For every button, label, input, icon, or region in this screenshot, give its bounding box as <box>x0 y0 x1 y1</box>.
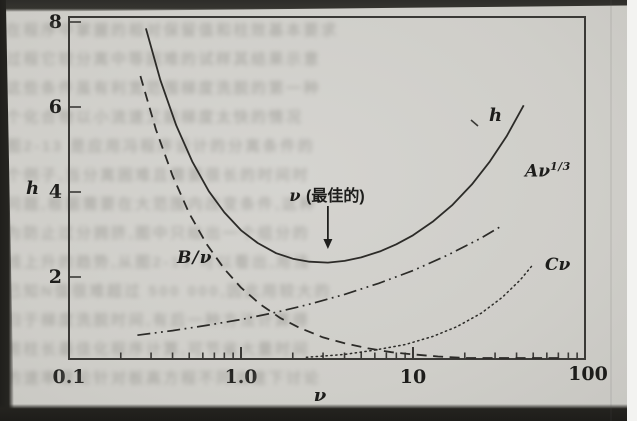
bleedthrough-line: 归于梯度洗脱时间,有后一种方法计算得 <box>6 312 311 329</box>
bleedthrough-line: 过程它较分离中等困难的试样其结果示意 <box>6 51 322 68</box>
x-tick-label: 10 <box>399 366 427 388</box>
bleedthrough-line: 个例子,当分离困难且需要很长的时间时 <box>6 167 311 184</box>
curve-h <box>145 28 525 264</box>
y-tick-label: 8 <box>48 11 62 33</box>
curve-c-nu <box>305 263 534 359</box>
bleedthrough-line: 个化合物以小流速又能梯度太快的情况 <box>6 109 304 126</box>
bleedthrough-line: 这些条件虽有利宽范围梯度洗脱的第一种 <box>6 80 322 97</box>
page-bleedthrough-text: 在程序中掌握的相对保留值和柱效基本要求 过程它较分离中等困难的试样其结果示意 这些条… <box>6 16 611 411</box>
curve-b-over-nu <box>139 75 561 359</box>
x-tick-label: 0.1 <box>52 366 86 388</box>
x-axis-title: ν <box>313 385 327 406</box>
x-tick-label: 100 <box>568 363 608 385</box>
h-label-leader-dash <box>470 119 479 127</box>
annotation-arrowhead <box>323 239 333 249</box>
bleedthrough-line: 图2-13 是应用冯程序设计的分离条件的 <box>6 138 316 155</box>
curve-label-a-base: Aν <box>525 161 550 182</box>
curve-label-a-nu-1-3: Aν1/3 <box>525 160 571 182</box>
x-tick-label: 1.0 <box>224 366 258 388</box>
y-tick-label: 2 <box>48 266 62 288</box>
y-axis-title: h <box>26 178 40 199</box>
bleedthrough-line: 的速率理论针对板高方程不同流速下讨论 <box>6 370 322 387</box>
optimum-annotation-symbol: ν <box>289 186 301 205</box>
bleedthrough-line: 已知N值很难超过 500 000,因此用较大的 <box>6 283 332 300</box>
page-edge-shadow <box>610 0 612 421</box>
curve-label-c-nu: Cν <box>545 255 571 275</box>
curve-a-nu-13 <box>137 224 503 337</box>
curve-label-h: h <box>489 105 503 126</box>
optimum-annotation: ν (最佳的) <box>289 182 364 206</box>
bleedthrough-line: 在程序中掌握的相对保留值和柱效基本要求 <box>6 22 339 39</box>
bleedthrough-line: 为防止过分拥挤,图中只绘出一个组分的 <box>6 225 311 242</box>
y-tick-label: 4 <box>48 181 62 203</box>
photo-edge-right <box>627 0 637 421</box>
y-tick-label: 6 <box>48 96 62 118</box>
bleedthrough-line: 线上升的趋势,从图2-13 可以看出,用浅 <box>6 254 312 271</box>
bleedthrough-line: 用柱长最佳化程序计算,可节省大量时间 <box>6 341 311 358</box>
plot-frame <box>68 16 586 360</box>
curve-label-a-exponent: 1/3 <box>550 160 571 173</box>
curve-label-b-over-nu: B/ν <box>177 248 213 268</box>
optimum-annotation-text: (最佳的) <box>306 188 365 205</box>
photo-edge-bottom <box>0 404 628 421</box>
bleedthrough-line: 问题,根据需要在大范围内改变条件,这种 <box>6 196 317 213</box>
